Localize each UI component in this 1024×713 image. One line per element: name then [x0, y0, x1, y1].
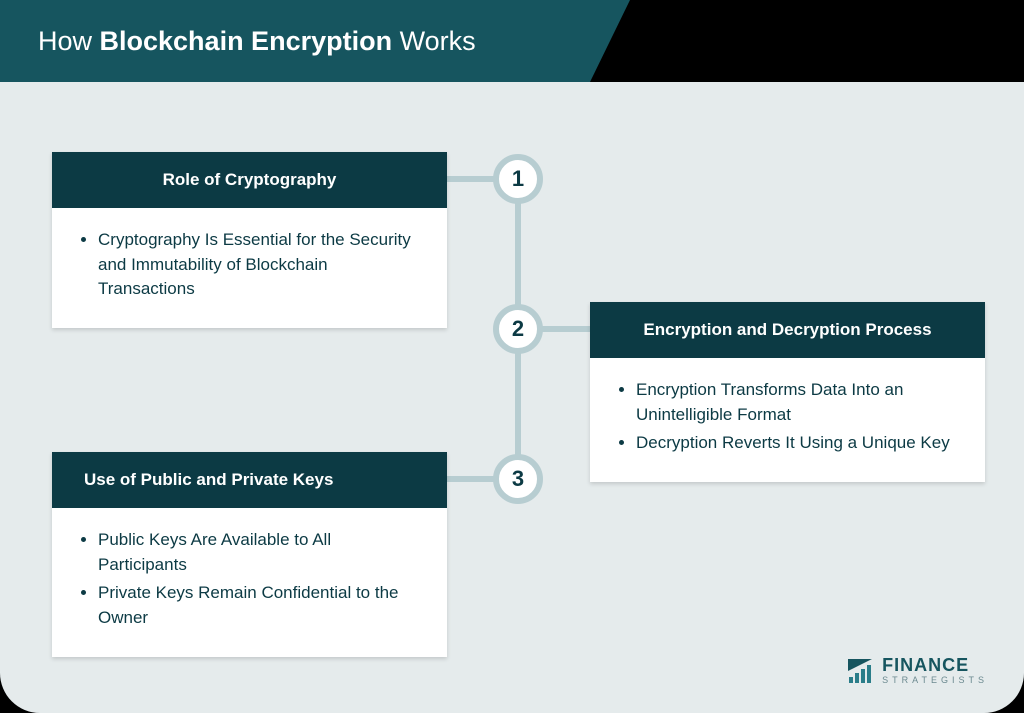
- card-body: Encryption Transforms Data Into an Unint…: [590, 358, 985, 482]
- card-bullet: Encryption Transforms Data Into an Unint…: [636, 378, 961, 427]
- logo-sub-text: STRATEGISTS: [882, 676, 988, 685]
- logo-text: FINANCE STRATEGISTS: [882, 656, 988, 685]
- title-bold: Blockchain Encryption: [100, 26, 393, 56]
- card-title: Role of Cryptography: [52, 152, 447, 208]
- info-card: Encryption and Decryption Process Encrypt…: [590, 302, 985, 482]
- header-bar: How Blockchain Encryption Works: [0, 0, 590, 82]
- card-body: Public Keys Are Available to All Partici…: [52, 508, 447, 657]
- brand-logo: FINANCE STRATEGISTS: [846, 656, 988, 685]
- page-container: How Blockchain Encryption Works 1 2 3 Role…: [0, 0, 1024, 713]
- card-title: Encryption and Decryption Process: [590, 302, 985, 358]
- top-right-black-strip: [590, 0, 1024, 82]
- info-card: Role of Cryptography Cryptography Is Esse…: [52, 152, 447, 328]
- logo-icon: [846, 657, 874, 685]
- timeline-connector: [538, 326, 592, 332]
- info-card: Use of Public and Private Keys Public Key…: [52, 452, 447, 657]
- logo-main-text: FINANCE: [882, 656, 988, 674]
- page-title: How Blockchain Encryption Works: [38, 26, 476, 57]
- card-body: Cryptography Is Essential for the Securi…: [52, 208, 447, 328]
- card-title: Use of Public and Private Keys: [52, 452, 447, 508]
- title-pre: How: [38, 26, 100, 56]
- card-bullet-list: Public Keys Are Available to All Partici…: [76, 528, 423, 631]
- card-bullet: Decryption Reverts It Using a Unique Key: [636, 431, 961, 456]
- timeline-connector: [444, 476, 498, 482]
- timeline-node: 2: [493, 304, 543, 354]
- timeline-node: 3: [493, 454, 543, 504]
- card-bullet: Public Keys Are Available to All Partici…: [98, 528, 423, 577]
- card-bullet: Private Keys Remain Confidential to the …: [98, 581, 423, 630]
- card-bullet-list: Cryptography Is Essential for the Securi…: [76, 228, 423, 302]
- title-post: Works: [392, 26, 476, 56]
- timeline-node: 1: [493, 154, 543, 204]
- card-bullet-list: Encryption Transforms Data Into an Unint…: [614, 378, 961, 456]
- card-bullet: Cryptography Is Essential for the Securi…: [98, 228, 423, 302]
- timeline-connector: [444, 176, 498, 182]
